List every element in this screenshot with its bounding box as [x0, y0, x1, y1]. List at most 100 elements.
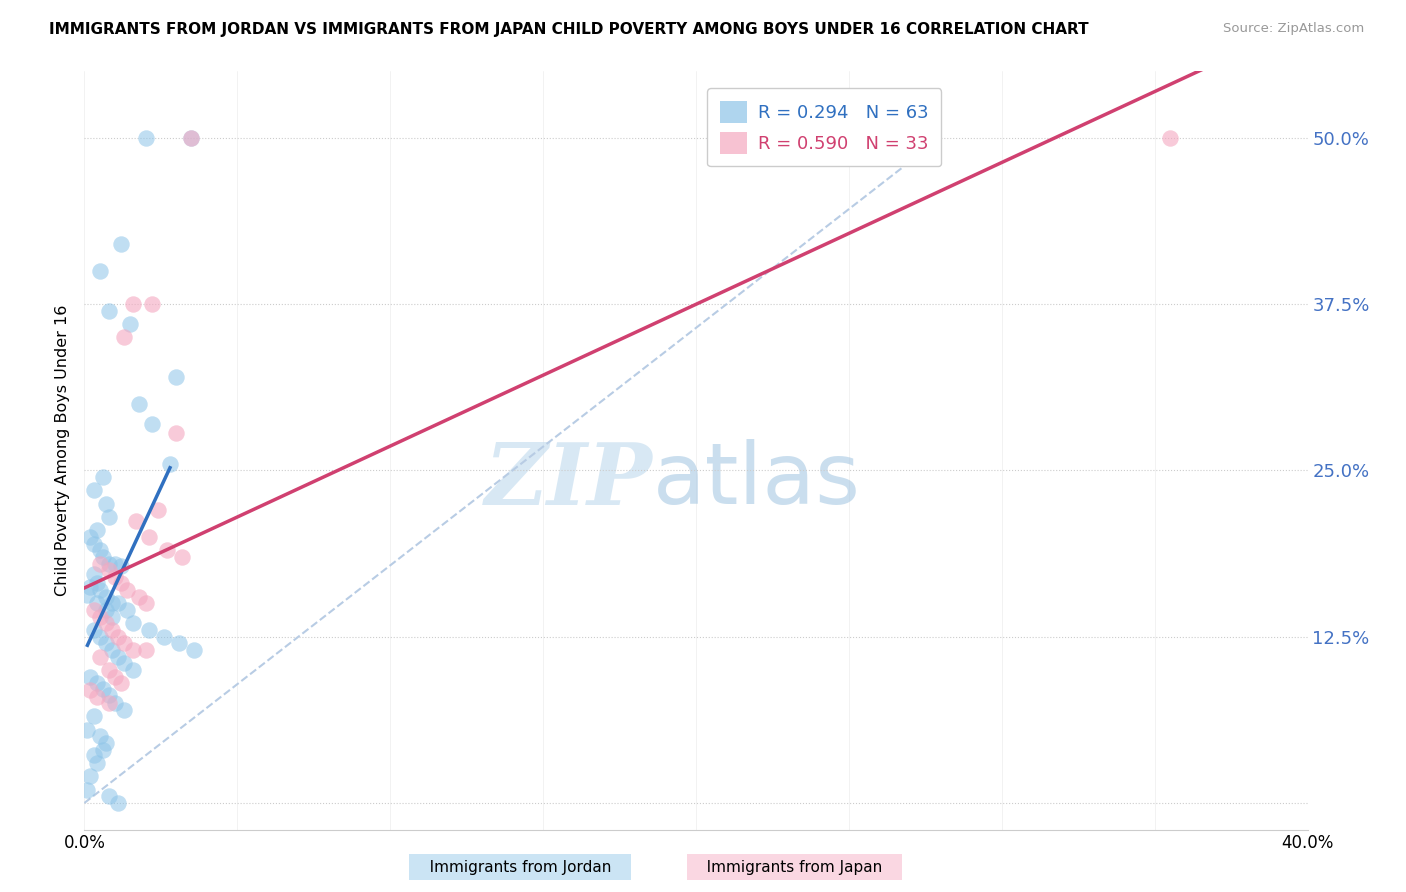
- Point: [110, 237, 132, 252]
- Point: [104, 557, 127, 571]
- Point: [112, 636, 135, 650]
- Y-axis label: Child Poverty Among Boys Under 16: Child Poverty Among Boys Under 16: [55, 305, 70, 596]
- Point: [86, 523, 108, 537]
- Point: [101, 609, 124, 624]
- Point: [104, 670, 127, 684]
- Point: [146, 503, 169, 517]
- Point: [135, 596, 157, 610]
- Legend: R = 0.294   N = 63, R = 0.590   N = 33: R = 0.294 N = 63, R = 0.590 N = 33: [707, 88, 942, 166]
- Point: [172, 549, 194, 564]
- Point: [138, 623, 160, 637]
- Point: [183, 643, 205, 657]
- Point: [104, 696, 127, 710]
- Point: [94, 736, 117, 750]
- Point: [76, 782, 98, 797]
- Point: [112, 657, 135, 671]
- Point: [104, 570, 127, 584]
- Point: [89, 543, 111, 558]
- Point: [91, 470, 114, 484]
- Point: [101, 596, 124, 610]
- Point: [180, 131, 202, 145]
- Text: Immigrants from Jordan: Immigrants from Jordan: [415, 860, 626, 874]
- Point: [83, 747, 105, 762]
- Point: [135, 131, 157, 145]
- Point: [86, 676, 108, 690]
- Text: Source: ZipAtlas.com: Source: ZipAtlas.com: [1223, 22, 1364, 36]
- Point: [86, 756, 108, 770]
- Point: [128, 590, 150, 604]
- Point: [115, 583, 138, 598]
- Point: [97, 303, 120, 318]
- Point: [97, 663, 120, 677]
- Point: [1159, 131, 1181, 145]
- Point: [79, 769, 101, 783]
- Point: [153, 630, 176, 644]
- Point: [89, 583, 111, 598]
- Point: [97, 557, 120, 571]
- Point: [97, 510, 120, 524]
- Point: [128, 397, 150, 411]
- Point: [122, 663, 145, 677]
- Point: [122, 616, 145, 631]
- Text: ZIP: ZIP: [485, 439, 654, 523]
- Point: [110, 676, 132, 690]
- Point: [94, 616, 117, 631]
- Point: [141, 417, 163, 431]
- Point: [110, 559, 132, 574]
- Point: [83, 567, 105, 582]
- Point: [97, 696, 120, 710]
- Point: [112, 703, 135, 717]
- Point: [89, 649, 111, 664]
- Point: [107, 630, 129, 644]
- Point: [83, 623, 105, 637]
- Point: [83, 709, 105, 723]
- Point: [107, 596, 129, 610]
- Point: [156, 543, 179, 558]
- Point: [94, 636, 117, 650]
- Point: [83, 536, 105, 550]
- Point: [79, 682, 101, 697]
- Text: Immigrants from Japan: Immigrants from Japan: [692, 860, 897, 874]
- Point: [138, 530, 160, 544]
- Point: [110, 576, 132, 591]
- Point: [159, 457, 181, 471]
- Point: [89, 730, 111, 744]
- Point: [94, 590, 117, 604]
- Point: [89, 264, 111, 278]
- Text: IMMIGRANTS FROM JORDAN VS IMMIGRANTS FROM JAPAN CHILD POVERTY AMONG BOYS UNDER 1: IMMIGRANTS FROM JORDAN VS IMMIGRANTS FRO…: [49, 22, 1088, 37]
- Point: [91, 743, 114, 757]
- Point: [107, 796, 129, 810]
- Point: [122, 643, 145, 657]
- Point: [107, 649, 129, 664]
- Point: [135, 643, 157, 657]
- Point: [79, 581, 101, 595]
- Point: [86, 576, 108, 591]
- Point: [165, 370, 187, 384]
- Point: [91, 549, 114, 564]
- Point: [122, 297, 145, 311]
- Point: [91, 681, 114, 696]
- Point: [101, 643, 124, 657]
- Point: [165, 426, 187, 441]
- Point: [120, 317, 142, 331]
- Point: [79, 530, 101, 544]
- Point: [94, 603, 117, 617]
- Point: [83, 603, 105, 617]
- Point: [83, 483, 105, 498]
- Point: [89, 609, 111, 624]
- Text: atlas: atlas: [654, 439, 860, 523]
- Point: [141, 297, 163, 311]
- Point: [76, 589, 98, 603]
- Point: [112, 330, 135, 344]
- Point: [94, 497, 117, 511]
- Point: [86, 596, 108, 610]
- Point: [76, 723, 98, 737]
- Point: [89, 557, 111, 571]
- Point: [180, 131, 202, 145]
- Point: [89, 630, 111, 644]
- Point: [167, 636, 190, 650]
- Point: [97, 563, 120, 577]
- Point: [101, 623, 124, 637]
- Point: [125, 514, 148, 528]
- Point: [97, 789, 120, 804]
